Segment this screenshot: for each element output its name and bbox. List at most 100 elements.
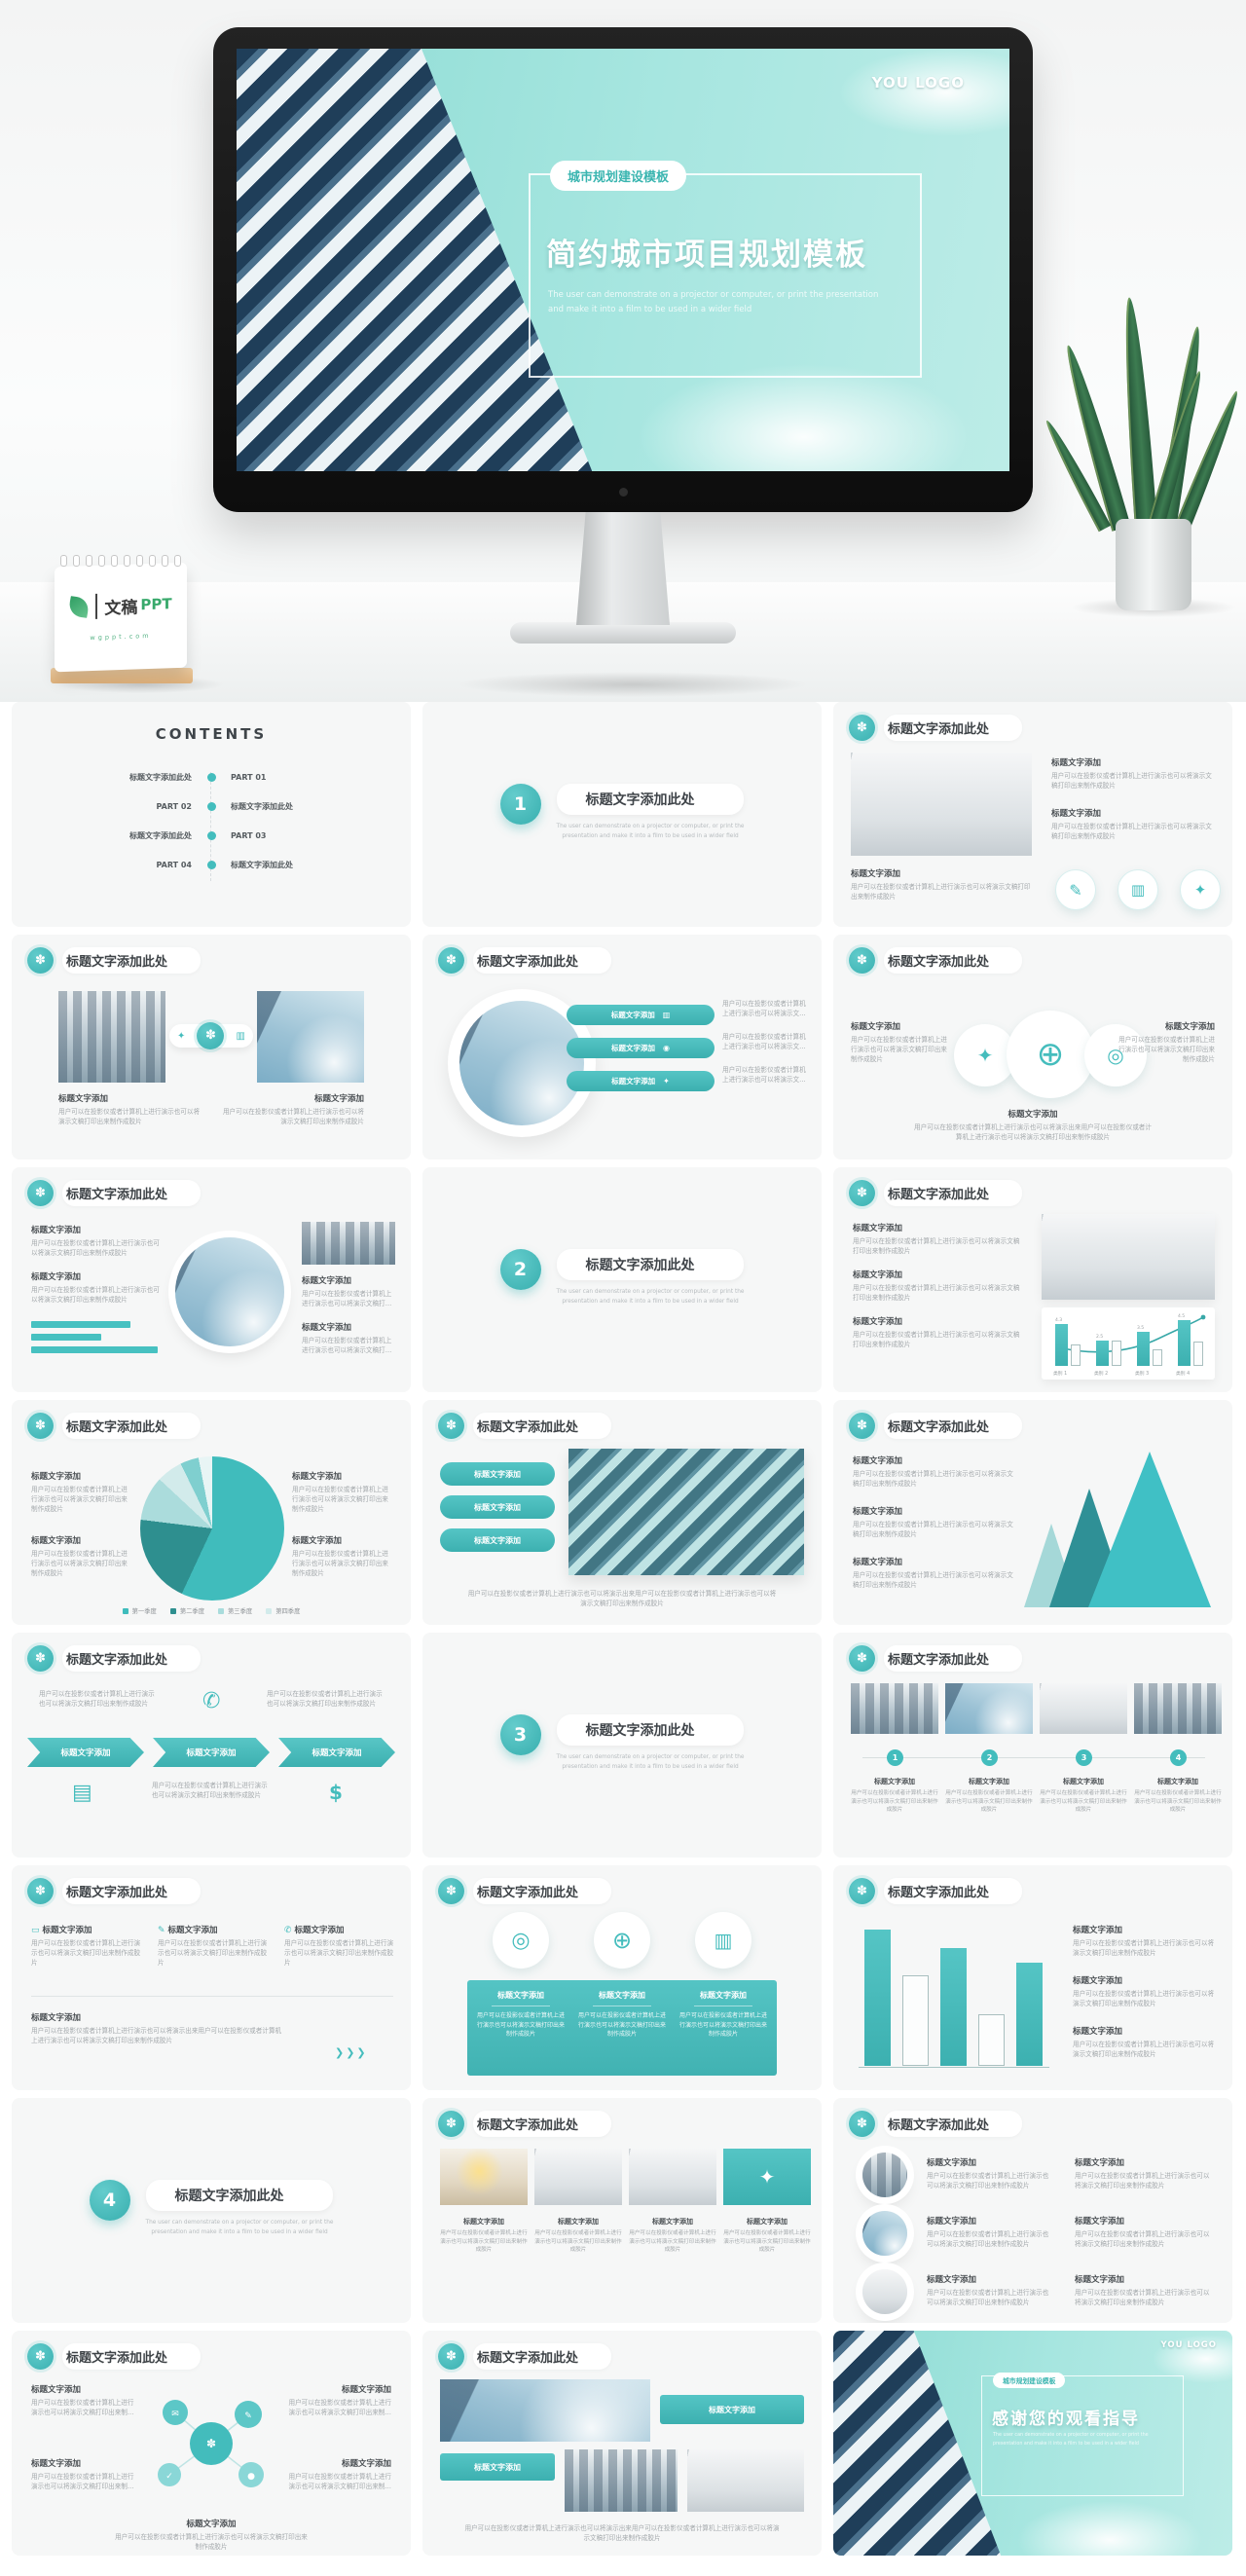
step-number: 3 <box>1076 1749 1092 1766</box>
block-title: 标题文字添加 <box>313 1094 364 1104</box>
slide-header: 标题文字添加此处 <box>884 1180 1023 1206</box>
brand-dot-icon <box>618 487 628 497</box>
block-body: 用户可以在投影仪或者计算机上进行演示也可以将演示文稿打印出来制作成胶片 <box>1134 1790 1222 1814</box>
block-body: 用户可以在投影仪或者计算机上进行演示也可以将演示文稿打印出来制作成胶片 <box>853 1470 1013 1489</box>
slide-header: 标题文字添加此处 <box>884 2111 1023 2137</box>
block-title: 标题文字添加 <box>1008 1110 1058 1120</box>
tile-text: 标题文字添加 用户可以在投影仪或者计算机上进行演示也可以将演示文稿打印出来制作成… <box>723 2217 811 2255</box>
block-body: 用户可以在投影仪或者计算机上进行演示也可以将演示文稿打印出来制作成胶片 <box>31 1486 128 1514</box>
arrow-label: 标题文字添加 <box>312 1748 362 1758</box>
item-body: 用户可以在投影仪或者计算机上进行演示也可以将演示文稿打印出来制作成胶片 <box>284 1939 394 1968</box>
slide-thumb-circle-rows: ✽ 标题文字添加此处 标题文字添加 用户可以在投影仪或者计算机上进行演示也可以将演… <box>833 2098 1232 2323</box>
team-icon: ✦ <box>954 1024 1016 1086</box>
slide-header: 标题文字添加此处 <box>62 1180 202 1206</box>
block-title: 标题文字添加 <box>853 1558 903 1567</box>
block-title: 标题文字添加 <box>186 2520 237 2529</box>
triangle-large <box>1088 1452 1211 1607</box>
bar <box>864 1930 891 2066</box>
monitor-icon: ▭ <box>31 1926 40 1935</box>
text-block: 标题文字添加 用户可以在投影仪或者计算机上进行演示也可以将演示文稿打印出来制作成… <box>853 1505 1016 1539</box>
monitor-screen: YOU LOGO 城市规划建设模板 简约城市项目规划模板 The user ca… <box>237 49 1009 471</box>
flower-icon: ✽ <box>27 1878 54 1904</box>
pill-label: 标题文字添加 <box>709 2405 755 2414</box>
text-block: 标题文字添加 用户可以在投影仪或者计算机上进行演示也可以将演示文稿打印出来制作成… <box>1075 2273 1211 2307</box>
block-title: 标题文字添加 <box>558 2218 599 2226</box>
block-body: 用户可以在投影仪或者计算机上进行演示也可以将演示文稿打印出来制作成胶片 <box>1051 823 1212 841</box>
block-title: 标题文字添加 <box>1164 1022 1215 1032</box>
text-block: 标题文字添加 用户可以在投影仪或者计算机上进行演示也可以将演示文稿打印出来制作成… <box>31 1224 165 1258</box>
block-title: 标题文字添加 <box>302 1323 352 1333</box>
block-body: 用户可以在投影仪或者计算机上进行演示也可以将演示文稿打印出来制作成胶片 <box>1075 2172 1210 2190</box>
value-label: 4.5 <box>1178 1314 1186 1319</box>
text-block: 标题文字添加 用户可以在投影仪或者计算机上进行演示也可以将演示文稿打印出来制作成… <box>851 867 1036 902</box>
divider-number: 1 <box>499 784 541 825</box>
divider-en2: presentation and make it into a film to … <box>562 1763 739 1770</box>
globe-icon: ⊕ <box>594 1912 650 1969</box>
flower-icon: ✽ <box>849 1413 875 1439</box>
slide-header: 标题文字添加此处 <box>62 1645 202 1672</box>
flower-icon: ✽ <box>27 947 54 974</box>
cover-subtitle: The user can demonstrate on a projector … <box>548 288 878 318</box>
contents-line <box>210 772 211 881</box>
legend-item: 第四季度 <box>266 1606 300 1615</box>
block-title: 标题文字添加 <box>1073 1926 1123 1935</box>
bar <box>31 1321 130 1328</box>
slide-header: 标题文字添加此处 <box>884 1878 1023 1904</box>
block-body: 用户可以在投影仪或者计算机上进行演示也可以将演示文稿打印出来制作成胶片 <box>853 1237 1020 1256</box>
slide-thumb-hub: ✽ 标题文字添加此处 标题文字添加 用户可以在投影仪或者计算机上进行演示也可以将演… <box>12 2331 411 2556</box>
block-title: 标题文字添加 <box>1073 2027 1123 2037</box>
x-label: 类别 4 <box>1176 1372 1191 1377</box>
svg-text:●: ● <box>247 2472 255 2482</box>
block-title: 标题文字添加 <box>853 1224 903 1233</box>
bar <box>31 1334 101 1341</box>
contents-dot <box>206 830 216 840</box>
slide-thumb-image-left: ✽ 标题文字添加此处 标题文字添加 用户可以在投影仪或者计算机上进行演示也可以将演… <box>833 702 1232 927</box>
box-body: 用户可以在投影仪或者计算机上进行演示也可以将演示文稿打印出来制作成胶片 <box>678 2012 767 2039</box>
block-body: 用户可以在投影仪或者计算机上进行演示也可以将演示文稿打印出来制作成胶片 <box>722 1000 806 1018</box>
slide-header: 标题文字添加此处 <box>473 1413 612 1439</box>
building-photo <box>568 1449 804 1575</box>
slide-header: 标题文字添加此处 <box>62 2343 202 2370</box>
step-text: 标题文字添加 用户可以在投影仪或者计算机上进行演示也可以将演示文稿打印出来制作成… <box>1040 1777 1127 1815</box>
arrow-step: 标题文字添加 <box>153 1738 270 1767</box>
divider-en1: The user can demonstrate on a projector … <box>556 824 745 829</box>
text-block: 标题文字添加 用户可以在投影仪或者计算机上进行演示也可以将演示文稿打印出来制作成… <box>853 1269 1020 1303</box>
target-icon: ◎ <box>1084 1024 1147 1086</box>
circle-photo <box>862 2153 907 2197</box>
cloud <box>839 49 1009 136</box>
block-title: 标题文字添加 <box>853 1270 903 1280</box>
cloud <box>1153 2335 1232 2383</box>
text-block: 标题文字添加 用户可以在投影仪或者计算机上进行演示也可以将演示出来用户可以在投影… <box>31 2011 284 2045</box>
value-label: 3.5 <box>1137 1326 1145 1331</box>
building-photo <box>833 2331 1002 2556</box>
divider-subtitle: The user can demonstrate on a projector … <box>557 1288 745 1307</box>
text-block: 标题文字添加 用户可以在投影仪或者计算机上进行演示也可以将演示文稿打印出来制作成… <box>927 2215 1053 2249</box>
bulb-icon: ◉ <box>663 1044 670 1052</box>
slide-header: 标题文字添加此处 <box>62 1878 202 1904</box>
step-text: 标题文字添加 用户可以在投影仪或者计算机上进行演示也可以将演示文稿打印出来制作成… <box>945 1777 1033 1815</box>
pill-label: 标题文字添加 <box>474 1469 521 1479</box>
slide-header: 标题文字添加此处 <box>473 2343 612 2370</box>
divider-text: 标题文字添加此处 The user can demonstrate on a p… <box>556 1714 745 1773</box>
block-body: 用户可以在投影仪或者计算机上进行演示也可以将演示文稿打印出来制作成胶片 <box>722 1066 806 1085</box>
caption: 用户可以在投影仪或者计算机上进行演示也可以将演示出来用户可以在投影仪或者计算机上… <box>466 1589 778 1608</box>
block-body: 用户可以在投影仪或者计算机上进行演示也可以将演示文稿打印出来制作成胶片 <box>1040 1790 1127 1814</box>
monitor-icon: ▥ <box>236 1030 245 1042</box>
bar <box>902 1975 929 2066</box>
slide-thumb-big-image: ✽ 标题文字添加此处 标题文字添加 标题文字添加 标题文字添加 用户可以在投影仪或… <box>422 1400 822 1625</box>
block-title: 标题文字添加 <box>1051 758 1102 768</box>
slide-thumb-photo-chart: ✽ 标题文字添加此处 标题文字添加 用户可以在投影仪或者计算机上进行演示也可以将演… <box>833 1167 1232 1392</box>
block-body: 用户可以在投影仪或者计算机上进行演示也可以将演示文稿打印出来制作成胶片 <box>31 1239 160 1258</box>
collage-photo <box>440 2379 650 2442</box>
contents-row: PART 04 标题文字添加此处 <box>36 850 386 879</box>
phone-icon: ✆ <box>202 1689 221 1713</box>
svg-text:✽: ✽ <box>206 2437 216 2450</box>
flower-icon: ✽ <box>849 1645 875 1672</box>
feature-pill: 标题文字添加 ◉ <box>567 1038 715 1058</box>
block-title: 标题文字添加 <box>851 869 901 879</box>
pill-label: 标题文字添加 <box>611 1077 656 1086</box>
monitor-stand-base <box>510 622 736 644</box>
phone-icon: ✆ <box>284 1926 292 1935</box>
chart-search-icon: ▥ <box>695 1912 751 1969</box>
block-title: 标题文字添加 <box>1051 809 1102 819</box>
